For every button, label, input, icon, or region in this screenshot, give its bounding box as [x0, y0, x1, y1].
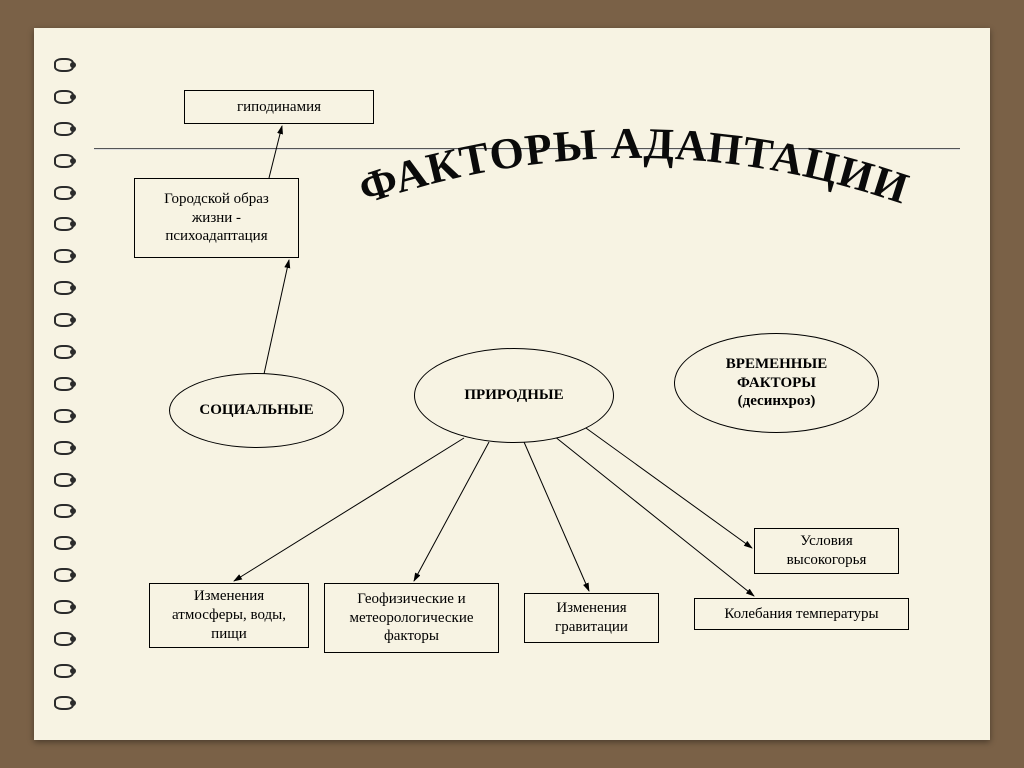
divider-line [94, 148, 960, 150]
node-prirod: ПРИРОДНЫЕ [414, 348, 614, 443]
node-label: Измененияатмосферы, воды,пищи [172, 587, 286, 643]
node-label: Городской образжизни -психоадаптация [164, 190, 269, 246]
slide-page: ФАКТОРЫ АДАПТАЦИИ гиподинамия Городской … [34, 28, 990, 740]
node-vysokogor: Условиявысокогорья [754, 528, 899, 574]
node-label: Условиявысокогорья [787, 532, 867, 570]
node-geofiz: Геофизические иметеорологическиефакторы [324, 583, 499, 653]
node-label: Колебания температуры [724, 605, 878, 624]
node-gravit: Изменениягравитации [524, 593, 659, 643]
node-gipodinamia: гиподинамия [184, 90, 374, 124]
diagram-title: ФАКТОРЫ АДАПТАЦИИ [334, 98, 934, 238]
spiral-binding [54, 58, 72, 710]
node-social: СОЦИАЛЬНЫЕ [169, 373, 344, 448]
node-label: ПРИРОДНЫЕ [464, 386, 563, 405]
node-atmos: Измененияатмосферы, воды,пищи [149, 583, 309, 648]
node-koleb: Колебания температуры [694, 598, 909, 630]
title-text: ФАКТОРЫ АДАПТАЦИИ [353, 119, 915, 214]
node-label: ВРЕМЕННЫЕФАКТОРЫ(десинхроз) [726, 355, 827, 411]
slide-frame: ФАКТОРЫ АДАПТАЦИИ гиподинамия Городской … [0, 0, 1024, 768]
node-label: Геофизические иметеорологическиефакторы [349, 590, 473, 646]
node-gorod: Городской образжизни -психоадаптация [134, 178, 299, 258]
node-label: гиподинамия [237, 98, 321, 117]
node-label: СОЦИАЛЬНЫЕ [199, 401, 313, 420]
node-vremen: ВРЕМЕННЫЕФАКТОРЫ(десинхроз) [674, 333, 879, 433]
node-label: Изменениягравитации [555, 599, 628, 637]
svg-text:ФАКТОРЫ АДАПТАЦИИ: ФАКТОРЫ АДАПТАЦИИ [353, 119, 915, 214]
